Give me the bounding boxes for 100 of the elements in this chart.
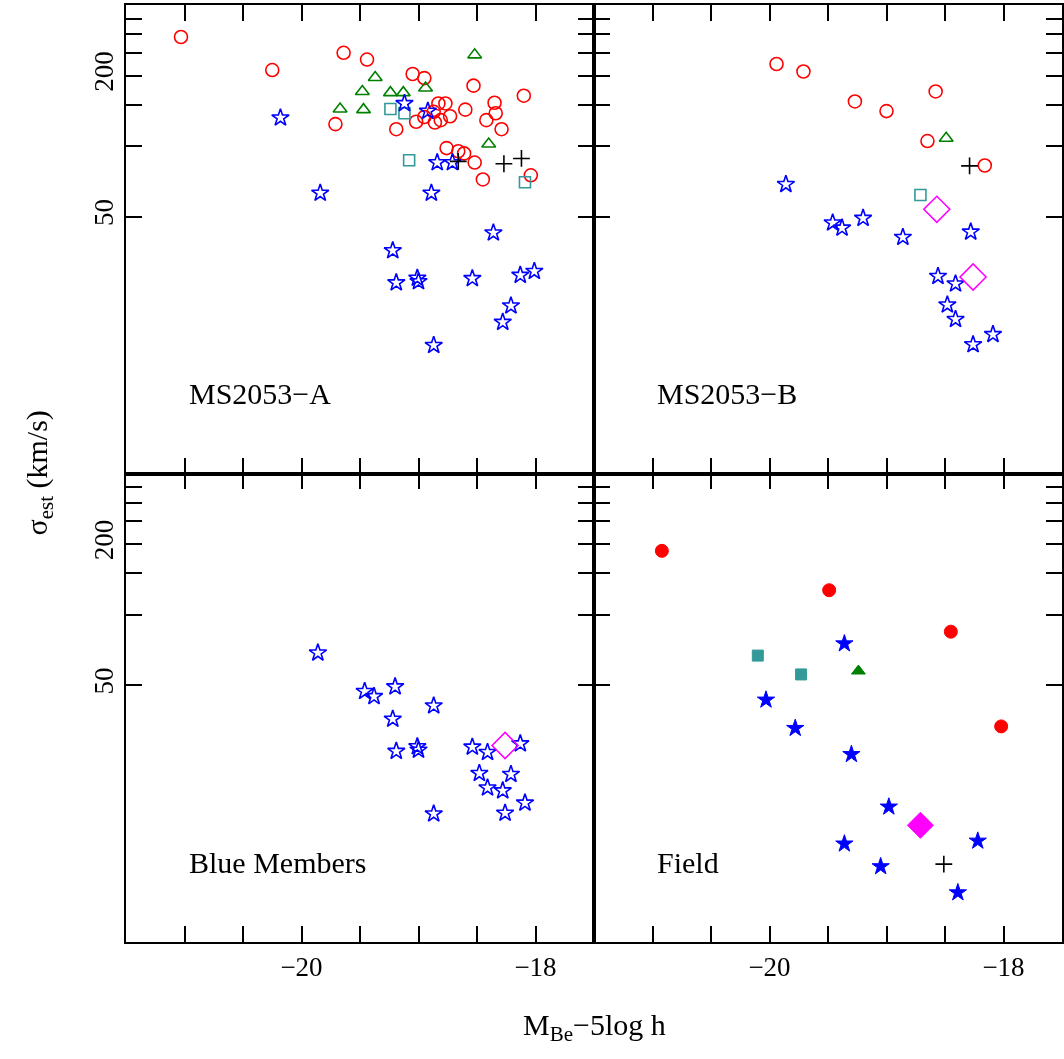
point [512, 149, 531, 168]
point [937, 294, 957, 313]
x-tick-label: −18 [514, 952, 557, 983]
point [796, 64, 811, 79]
point [405, 66, 420, 82]
point [842, 744, 861, 763]
point [487, 95, 502, 111]
point [367, 70, 383, 82]
point [409, 740, 428, 759]
point [776, 174, 796, 193]
y-tick-label: 50 [89, 199, 120, 226]
point [769, 56, 784, 72]
point [427, 115, 443, 130]
point [355, 681, 375, 700]
y-tick-label: 50 [89, 667, 120, 695]
y-tick-label: 200 [89, 519, 120, 561]
point [264, 62, 280, 78]
point [963, 334, 983, 353]
point [418, 101, 438, 120]
point [310, 183, 330, 202]
point [462, 737, 482, 756]
point [398, 106, 411, 120]
point [442, 152, 462, 171]
point [456, 146, 472, 161]
point [879, 103, 894, 119]
point [359, 52, 375, 67]
annotation: Field [657, 846, 719, 879]
point [388, 121, 404, 137]
point [383, 709, 403, 728]
point [654, 543, 669, 558]
point [959, 263, 987, 291]
point [173, 29, 189, 45]
point [386, 741, 406, 760]
point [424, 335, 444, 354]
point [488, 105, 504, 121]
point [501, 764, 521, 783]
point [495, 803, 515, 822]
annotation: Blue Members [189, 846, 367, 879]
x-tick-label: −18 [982, 952, 1025, 983]
point [426, 104, 442, 120]
annotation: MS2053−A [189, 377, 332, 410]
point [853, 208, 873, 227]
point [823, 212, 843, 231]
point [478, 742, 497, 761]
point [494, 154, 514, 173]
point [493, 780, 513, 799]
point [408, 114, 424, 130]
point [928, 84, 943, 99]
point [427, 152, 447, 171]
point [491, 731, 519, 760]
point [450, 143, 466, 159]
point [832, 218, 852, 237]
point [354, 84, 371, 96]
point [906, 811, 934, 839]
point [871, 856, 890, 875]
point [968, 831, 987, 849]
point [386, 272, 406, 291]
point [822, 583, 837, 598]
point [960, 156, 979, 176]
point [946, 309, 965, 328]
point [835, 834, 854, 852]
point [449, 152, 468, 171]
point [516, 88, 532, 103]
point [424, 803, 444, 822]
point [879, 797, 898, 815]
point [355, 102, 372, 114]
point [994, 719, 1009, 734]
point [928, 266, 948, 285]
point [483, 222, 503, 241]
point [786, 718, 805, 737]
point [467, 155, 482, 170]
point [943, 624, 958, 639]
point [395, 93, 414, 112]
point [270, 107, 290, 126]
point [501, 295, 521, 314]
point [478, 777, 497, 797]
point [756, 690, 776, 708]
point [510, 733, 530, 752]
point [421, 183, 441, 202]
point [920, 133, 935, 149]
point [977, 158, 993, 173]
point [493, 312, 513, 331]
point [462, 268, 482, 287]
point [847, 94, 863, 109]
point [934, 854, 954, 874]
point [524, 261, 544, 280]
point [948, 883, 968, 901]
point [835, 634, 854, 652]
point [424, 695, 444, 714]
point [308, 642, 328, 662]
x-tick-label: −20 [280, 952, 323, 983]
point [515, 792, 535, 812]
point [384, 102, 397, 116]
point [893, 227, 913, 246]
point [518, 176, 532, 189]
point [417, 109, 432, 125]
point [983, 324, 1003, 343]
point [751, 649, 764, 662]
point [383, 240, 403, 259]
point [494, 121, 509, 137]
